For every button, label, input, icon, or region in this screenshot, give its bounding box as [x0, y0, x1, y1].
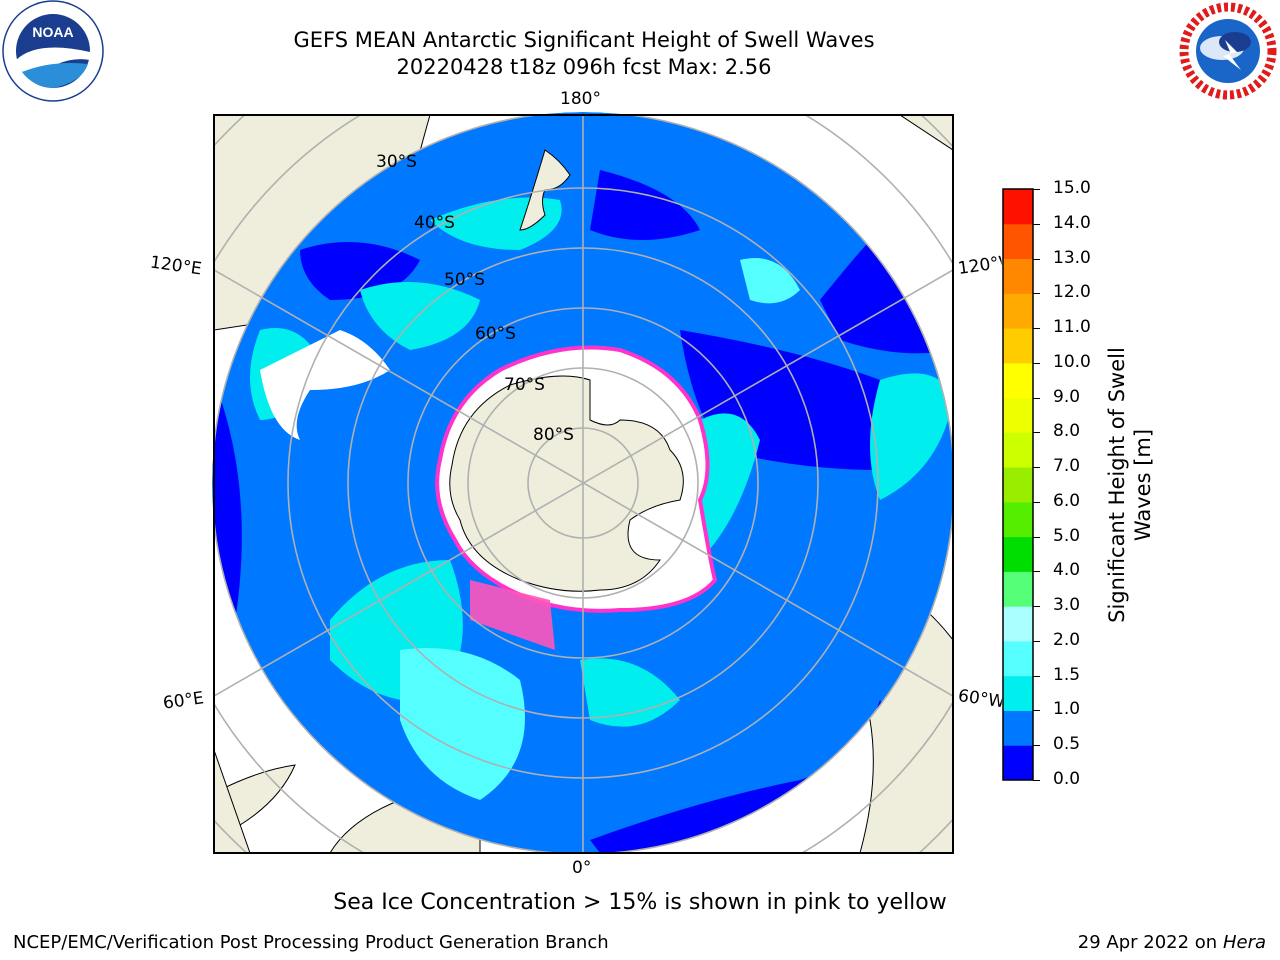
colorbar-tick-mark: [1033, 710, 1040, 712]
lon-label-top: 180°: [560, 89, 601, 109]
colorbar-tick-mark: [1033, 432, 1040, 434]
colorbar-tick-mark: [1033, 571, 1040, 573]
southwest-landmass: [214, 749, 251, 853]
colorbar-tick-mark: [1033, 780, 1040, 781]
colorbar-tick-label: 15.0: [1053, 178, 1091, 198]
colorbar-tick-label: 5.0: [1053, 525, 1081, 546]
antarctica-landmass: [449, 375, 684, 592]
colorbar-tick-mark: [1033, 362, 1040, 364]
colorbar-band: [1003, 745, 1033, 781]
colorbar-tick-label: 2.0: [1053, 629, 1081, 650]
colorbar-tick-mark: [1033, 223, 1040, 225]
graticule: [214, 115, 953, 853]
colorbar-band: [1003, 189, 1033, 225]
colorbar-tick-mark: [1033, 293, 1040, 295]
colorbar-band: [1003, 675, 1033, 711]
colorbar-tick-label: 4.0: [1053, 560, 1081, 581]
colorbar-band: [1003, 501, 1033, 538]
lat-label-50s: 50°S: [444, 270, 485, 290]
colorbar-band: [1003, 432, 1033, 468]
colorbar-tick-label: 3.0: [1053, 595, 1081, 616]
colorbar-band: [1003, 606, 1033, 642]
colorbar-band: [1003, 362, 1033, 399]
lat-label-30s: 30°S: [376, 152, 417, 172]
colorbar-band: [1003, 467, 1033, 503]
colorbar-tick-label: 1.0: [1053, 699, 1081, 720]
colorbar-tick-mark: [1033, 501, 1040, 503]
colorbar-tick-mark: [1033, 328, 1040, 330]
sea-ice-region: [260, 330, 390, 440]
colorbar-tick-mark: [1033, 467, 1040, 469]
noaa-logo-text: NOAA: [32, 24, 73, 40]
colorbar-band: [1003, 536, 1033, 572]
colorbar-tick-label: 7.0: [1053, 456, 1081, 477]
colorbar-tick-label: 14.0: [1053, 212, 1091, 233]
map-subtitle: 20220428 t18z 096h fcst Max: 2.56: [396, 55, 772, 79]
colorbar-band: [1003, 293, 1033, 329]
colorbar-band: [1003, 397, 1033, 433]
colorbar-band: [1003, 223, 1033, 260]
colorbar-tick-label: 9.0: [1053, 386, 1081, 407]
colorbar-band: [1003, 258, 1033, 294]
nws-logo: [1178, 1, 1278, 101]
colorbar-tick-mark: [1033, 675, 1040, 677]
colorbar-tick-label: 10.0: [1053, 351, 1091, 372]
colorbar-tick-mark: [1033, 189, 1040, 190]
colorbar-tick-label: 0.5: [1053, 734, 1081, 755]
colorbar-tick-label: 1.5: [1053, 664, 1081, 685]
colorbar-tick-label: 11.0: [1053, 317, 1091, 338]
colorbar-tick-label: 13.0: [1053, 247, 1091, 268]
colorbar-tick-mark: [1033, 606, 1040, 608]
colorbar-band: [1003, 640, 1033, 677]
colorbar-title: Significant Height of Swell Waves [m]: [1105, 347, 1155, 623]
colorbar-band: [1003, 710, 1033, 746]
colorbar-band: [1003, 328, 1033, 364]
colorbar-tick-label: 8.0: [1053, 421, 1081, 442]
lat-label-70s: 70°S: [504, 375, 545, 395]
colorbar-tick-mark: [1033, 536, 1040, 538]
colorbar-tick-mark: [1033, 397, 1040, 399]
lat-label-80s: 80°S: [533, 425, 574, 445]
colorbar-tick-mark: [1033, 745, 1040, 747]
credit-line: NCEP/EMC/Verification Post Processing Pr…: [13, 932, 609, 953]
run-date: 29 Apr 2022 on Hera: [1077, 932, 1266, 953]
sea-ice-note: Sea Ice Concentration > 15% is shown in …: [333, 890, 947, 915]
noaa-logo: NOAA: [2, 0, 104, 102]
colorbar-tick-label: 6.0: [1053, 490, 1081, 511]
colorbar-tick-mark: [1033, 258, 1040, 260]
map-frame: [213, 114, 954, 854]
colorbar-band: [1003, 571, 1033, 607]
colorbar-tick-mark: [1033, 640, 1040, 642]
colorbar: [1002, 188, 1034, 781]
colorbar-tick-label: 12.0: [1053, 282, 1091, 303]
southeast-landmass: [899, 115, 953, 151]
lon-label-bottom: 0°: [572, 858, 592, 878]
map-title: GEFS MEAN Antarctic Significant Height o…: [293, 28, 875, 52]
lat-label-40s: 40°S: [414, 213, 455, 233]
lat-label-60s: 60°S: [475, 324, 516, 344]
colorbar-tick-label: 0.0: [1053, 769, 1081, 789]
